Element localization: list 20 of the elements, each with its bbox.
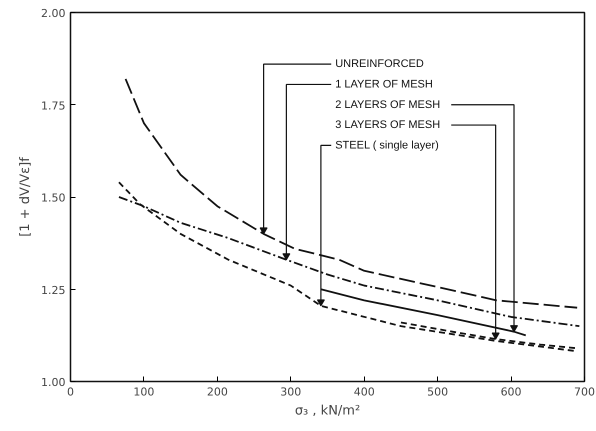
y-tick-label: 1.75 bbox=[41, 99, 66, 112]
annotation: 2 LAYERS OF MESH bbox=[335, 98, 440, 111]
x-tick-label: 600 bbox=[500, 386, 522, 398]
x-axis-title: σ₃ , kN/m² bbox=[294, 404, 360, 418]
x-tick-label: 700 bbox=[574, 386, 595, 398]
x-tick-label: 500 bbox=[427, 386, 448, 398]
x-tick-label: 400 bbox=[354, 386, 375, 398]
y-tick-label: 2.00 bbox=[41, 7, 66, 20]
annotation: 1 LAYER OF MESH bbox=[335, 78, 433, 90]
x-tick-label: 0 bbox=[67, 386, 74, 398]
x-tick-label: 100 bbox=[133, 386, 154, 398]
annotation: STEEL ( single layer) bbox=[335, 139, 439, 152]
x-tick-label: 300 bbox=[280, 386, 302, 398]
y-tick-label: 1.50 bbox=[41, 192, 66, 204]
annotation: UNREINFORCED bbox=[335, 58, 424, 70]
y-axis-title: [1 + dV/Vε]f bbox=[18, 156, 34, 237]
annotation: 3 LAYERS OF MESH bbox=[335, 119, 440, 132]
y-tick-label: 1.00 bbox=[41, 376, 66, 389]
y-tick-label: 1.25 bbox=[41, 284, 66, 297]
x-tick-label: 200 bbox=[206, 386, 228, 398]
